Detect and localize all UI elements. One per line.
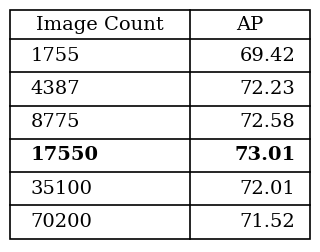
Text: 71.52: 71.52 bbox=[240, 213, 295, 231]
Text: 73.01: 73.01 bbox=[234, 146, 295, 165]
Text: 72.23: 72.23 bbox=[239, 80, 295, 98]
Text: 17550: 17550 bbox=[31, 146, 99, 165]
Text: 72.01: 72.01 bbox=[240, 180, 295, 198]
Text: 1755: 1755 bbox=[31, 47, 80, 65]
Text: 8775: 8775 bbox=[31, 113, 80, 131]
Text: 69.42: 69.42 bbox=[239, 47, 295, 65]
Text: 35100: 35100 bbox=[31, 180, 93, 198]
Text: Image Count: Image Count bbox=[36, 16, 164, 34]
Text: AP: AP bbox=[236, 16, 264, 34]
Text: 72.58: 72.58 bbox=[240, 113, 295, 131]
Text: 4387: 4387 bbox=[31, 80, 80, 98]
Text: 70200: 70200 bbox=[31, 213, 92, 231]
